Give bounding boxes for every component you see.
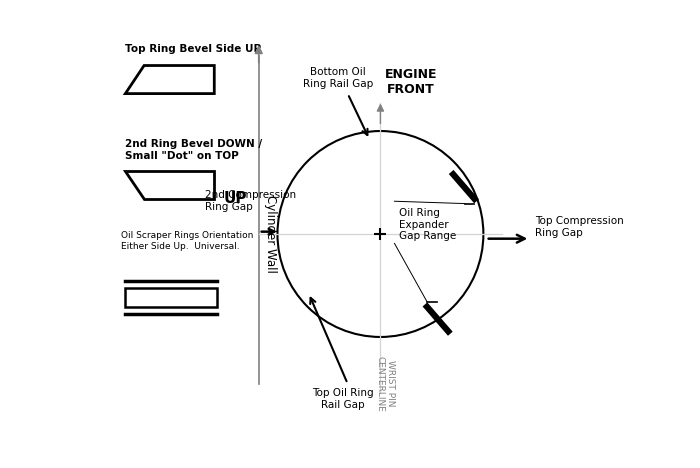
Text: Top Oil Ring
Rail Gap: Top Oil Ring Rail Gap: [312, 388, 374, 410]
Bar: [125, 288, 216, 307]
Text: Top Ring Bevel Side UP: Top Ring Bevel Side UP: [125, 44, 262, 54]
Polygon shape: [125, 171, 214, 199]
Polygon shape: [125, 66, 214, 94]
Text: Oil Ring
Expander
Gap Range: Oil Ring Expander Gap Range: [399, 208, 456, 241]
Text: Oil Scraper Rings Orientation
Either Side Up.  Universal.: Oil Scraper Rings Orientation Either Sid…: [120, 231, 253, 251]
Text: Cylinder Wall: Cylinder Wall: [265, 195, 277, 273]
Text: UP: UP: [223, 191, 247, 206]
Text: Top Compression
Ring Gap: Top Compression Ring Gap: [535, 216, 624, 238]
Text: ENGINE
FRONT: ENGINE FRONT: [384, 68, 437, 96]
Text: Bottom Oil
Ring Rail Gap: Bottom Oil Ring Rail Gap: [303, 67, 373, 89]
Text: 2nd Compression
Ring Gap: 2nd Compression Ring Gap: [205, 190, 296, 212]
Text: WRIST PIN
CENTERLINE: WRIST PIN CENTERLINE: [375, 356, 395, 411]
Text: 2nd Ring Bevel DOWN /
Small "Dot" on TOP: 2nd Ring Bevel DOWN / Small "Dot" on TOP: [125, 139, 262, 161]
